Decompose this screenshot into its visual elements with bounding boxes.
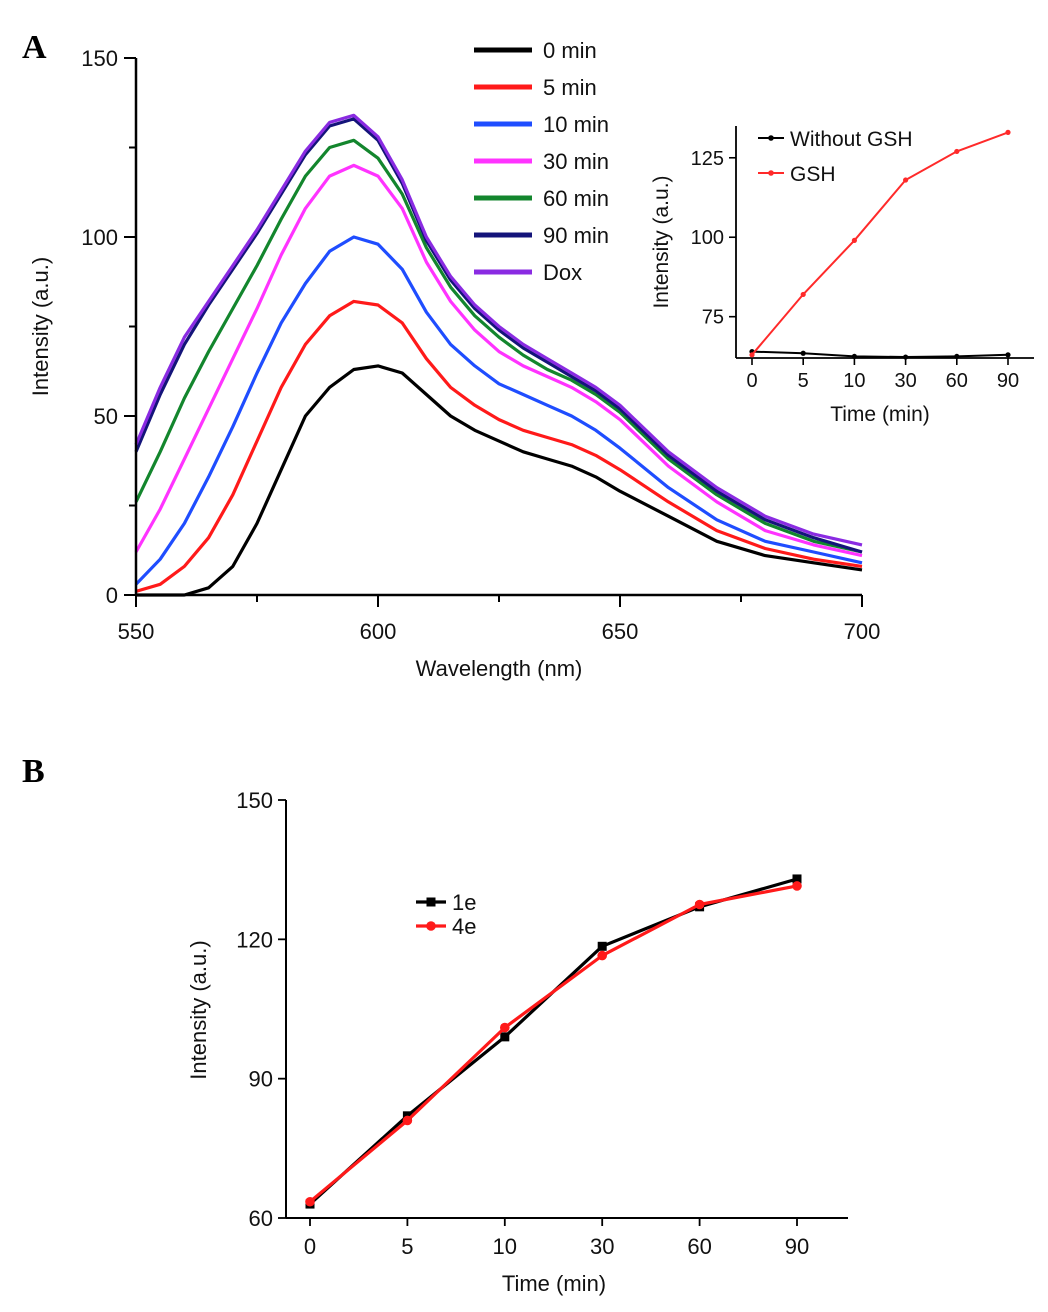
a-y-tick-label: 0: [106, 583, 118, 608]
inset-line-without-gsh: [751, 350, 1009, 359]
b-point-1e: [500, 1032, 510, 1042]
chart-b: 0 5 10 30 60 90 60 90 120 150 Time (min) Intensity …: [186, 788, 848, 1296]
inset-legend-label-without-gsh: Without GSH: [790, 128, 913, 151]
inset-point-without-gsh: [903, 354, 909, 360]
inset-point-without-gsh: [954, 353, 960, 360]
legend-label-10-min: 10 min: [543, 112, 609, 137]
a-y-axis-title: Intensity (a.u.): [28, 257, 53, 396]
inset-point-gsh: [954, 148, 960, 155]
legend-label-5-min: 5 min: [543, 75, 597, 100]
b-x-tick-label: 60: [687, 1234, 711, 1259]
inset-point-without-gsh: [800, 350, 806, 356]
legend-label-60-min: 60 min: [543, 186, 609, 211]
legend-label-dox: Dox: [543, 260, 582, 285]
a-x-tick-label: 550: [118, 619, 155, 644]
b-point-4e: [402, 1115, 413, 1126]
inset-x-tick-label: 5: [798, 370, 809, 392]
a-y-tick-label: 150: [81, 46, 118, 71]
b-x-tick-label: 0: [304, 1234, 316, 1259]
spectrum-line-30-min: [134, 163, 863, 558]
a-y-tick-label: 100: [81, 225, 118, 250]
inset-y-tick-label: 125: [691, 148, 724, 170]
inset-legend-marker-gsh: [768, 170, 774, 176]
inset-x-axis-title: Time (min): [830, 403, 930, 426]
inset-point-without-gsh: [851, 353, 858, 360]
inset-y-tick-label: 75: [702, 307, 724, 329]
b-legend-marker-1e: [426, 897, 436, 907]
inset-point-gsh: [851, 237, 858, 244]
inset-point-without-gsh: [1005, 352, 1011, 358]
b-x-axis-title: Time (min): [502, 1271, 606, 1296]
inset-y-tick-label: 100: [691, 227, 724, 249]
b-y-tick-label: 60: [249, 1206, 273, 1231]
inset-point-gsh: [749, 352, 755, 358]
legend-label-90-min: 90 min: [543, 223, 609, 248]
b-y-axis-title: Intensity (a.u.): [186, 940, 211, 1079]
inset-y-axis-title: Intensity (a.u.): [650, 175, 673, 308]
spectrum-line-60-min: [134, 138, 863, 554]
b-line-4e: [308, 884, 798, 1203]
inset-x-tick-label: 0: [746, 370, 757, 392]
inset-legend-marker-without-gsh: [768, 135, 774, 141]
a-x-tick-label: 650: [602, 619, 639, 644]
spectrum-line-10-min: [134, 235, 863, 586]
inset-legend-label-gsh: GSH: [790, 163, 836, 186]
spectrum-line-90-min: [134, 117, 863, 554]
b-point-4e: [792, 881, 802, 891]
b-point-4e: [597, 950, 607, 961]
b-point-4e: [305, 1196, 315, 1207]
b-x-tick-label: 5: [401, 1234, 413, 1259]
b-y-tick-label: 90: [249, 1067, 273, 1092]
inset-x-tick-label: 60: [946, 370, 968, 392]
b-y-tick-label: 120: [236, 927, 273, 952]
panel-letter-a: A: [22, 29, 47, 66]
b-x-tick-label: 30: [590, 1234, 614, 1259]
legend-label-30-min: 30 min: [543, 149, 609, 174]
b-legend-marker-4e: [426, 921, 436, 931]
b-point-1e: [597, 941, 607, 951]
b-y-tick-label: 150: [236, 788, 273, 813]
b-legend-label-1e: 1e: [452, 890, 476, 915]
spectrum-line-5-min: [135, 299, 863, 593]
spectrum-line-0-min: [136, 364, 863, 597]
b-legend-label-4e: 4e: [452, 914, 476, 939]
b-x-tick-label: 90: [785, 1234, 809, 1259]
b-point-4e: [500, 1022, 510, 1033]
legend-label-0-min: 0 min: [543, 38, 597, 63]
inset-point-gsh: [1005, 129, 1011, 135]
panel-letter-b: B: [22, 753, 45, 790]
b-x-tick-label: 10: [493, 1234, 517, 1259]
spectrum-line-dox: [134, 113, 863, 547]
b-point-4e: [694, 899, 705, 910]
chart-a-inset: 0 5 10 30 60 90 75 100 125 Time (min) Intensity (a…: [650, 126, 1034, 426]
a-x-axis-title: Wavelength (nm): [416, 656, 583, 681]
inset-line-gsh: [751, 131, 1009, 356]
b-line-1e: [308, 877, 798, 1206]
a-y-tick-label: 50: [94, 404, 118, 429]
inset-point-gsh: [800, 291, 806, 298]
b-point-1e: [792, 874, 802, 884]
inset-x-tick-label: 90: [997, 370, 1019, 392]
inset-x-tick-label: 10: [843, 370, 865, 392]
inset-x-tick-label: 30: [894, 370, 916, 392]
inset-point-gsh: [903, 177, 909, 183]
a-x-tick-label: 600: [360, 619, 397, 644]
a-x-tick-label: 700: [844, 619, 881, 644]
